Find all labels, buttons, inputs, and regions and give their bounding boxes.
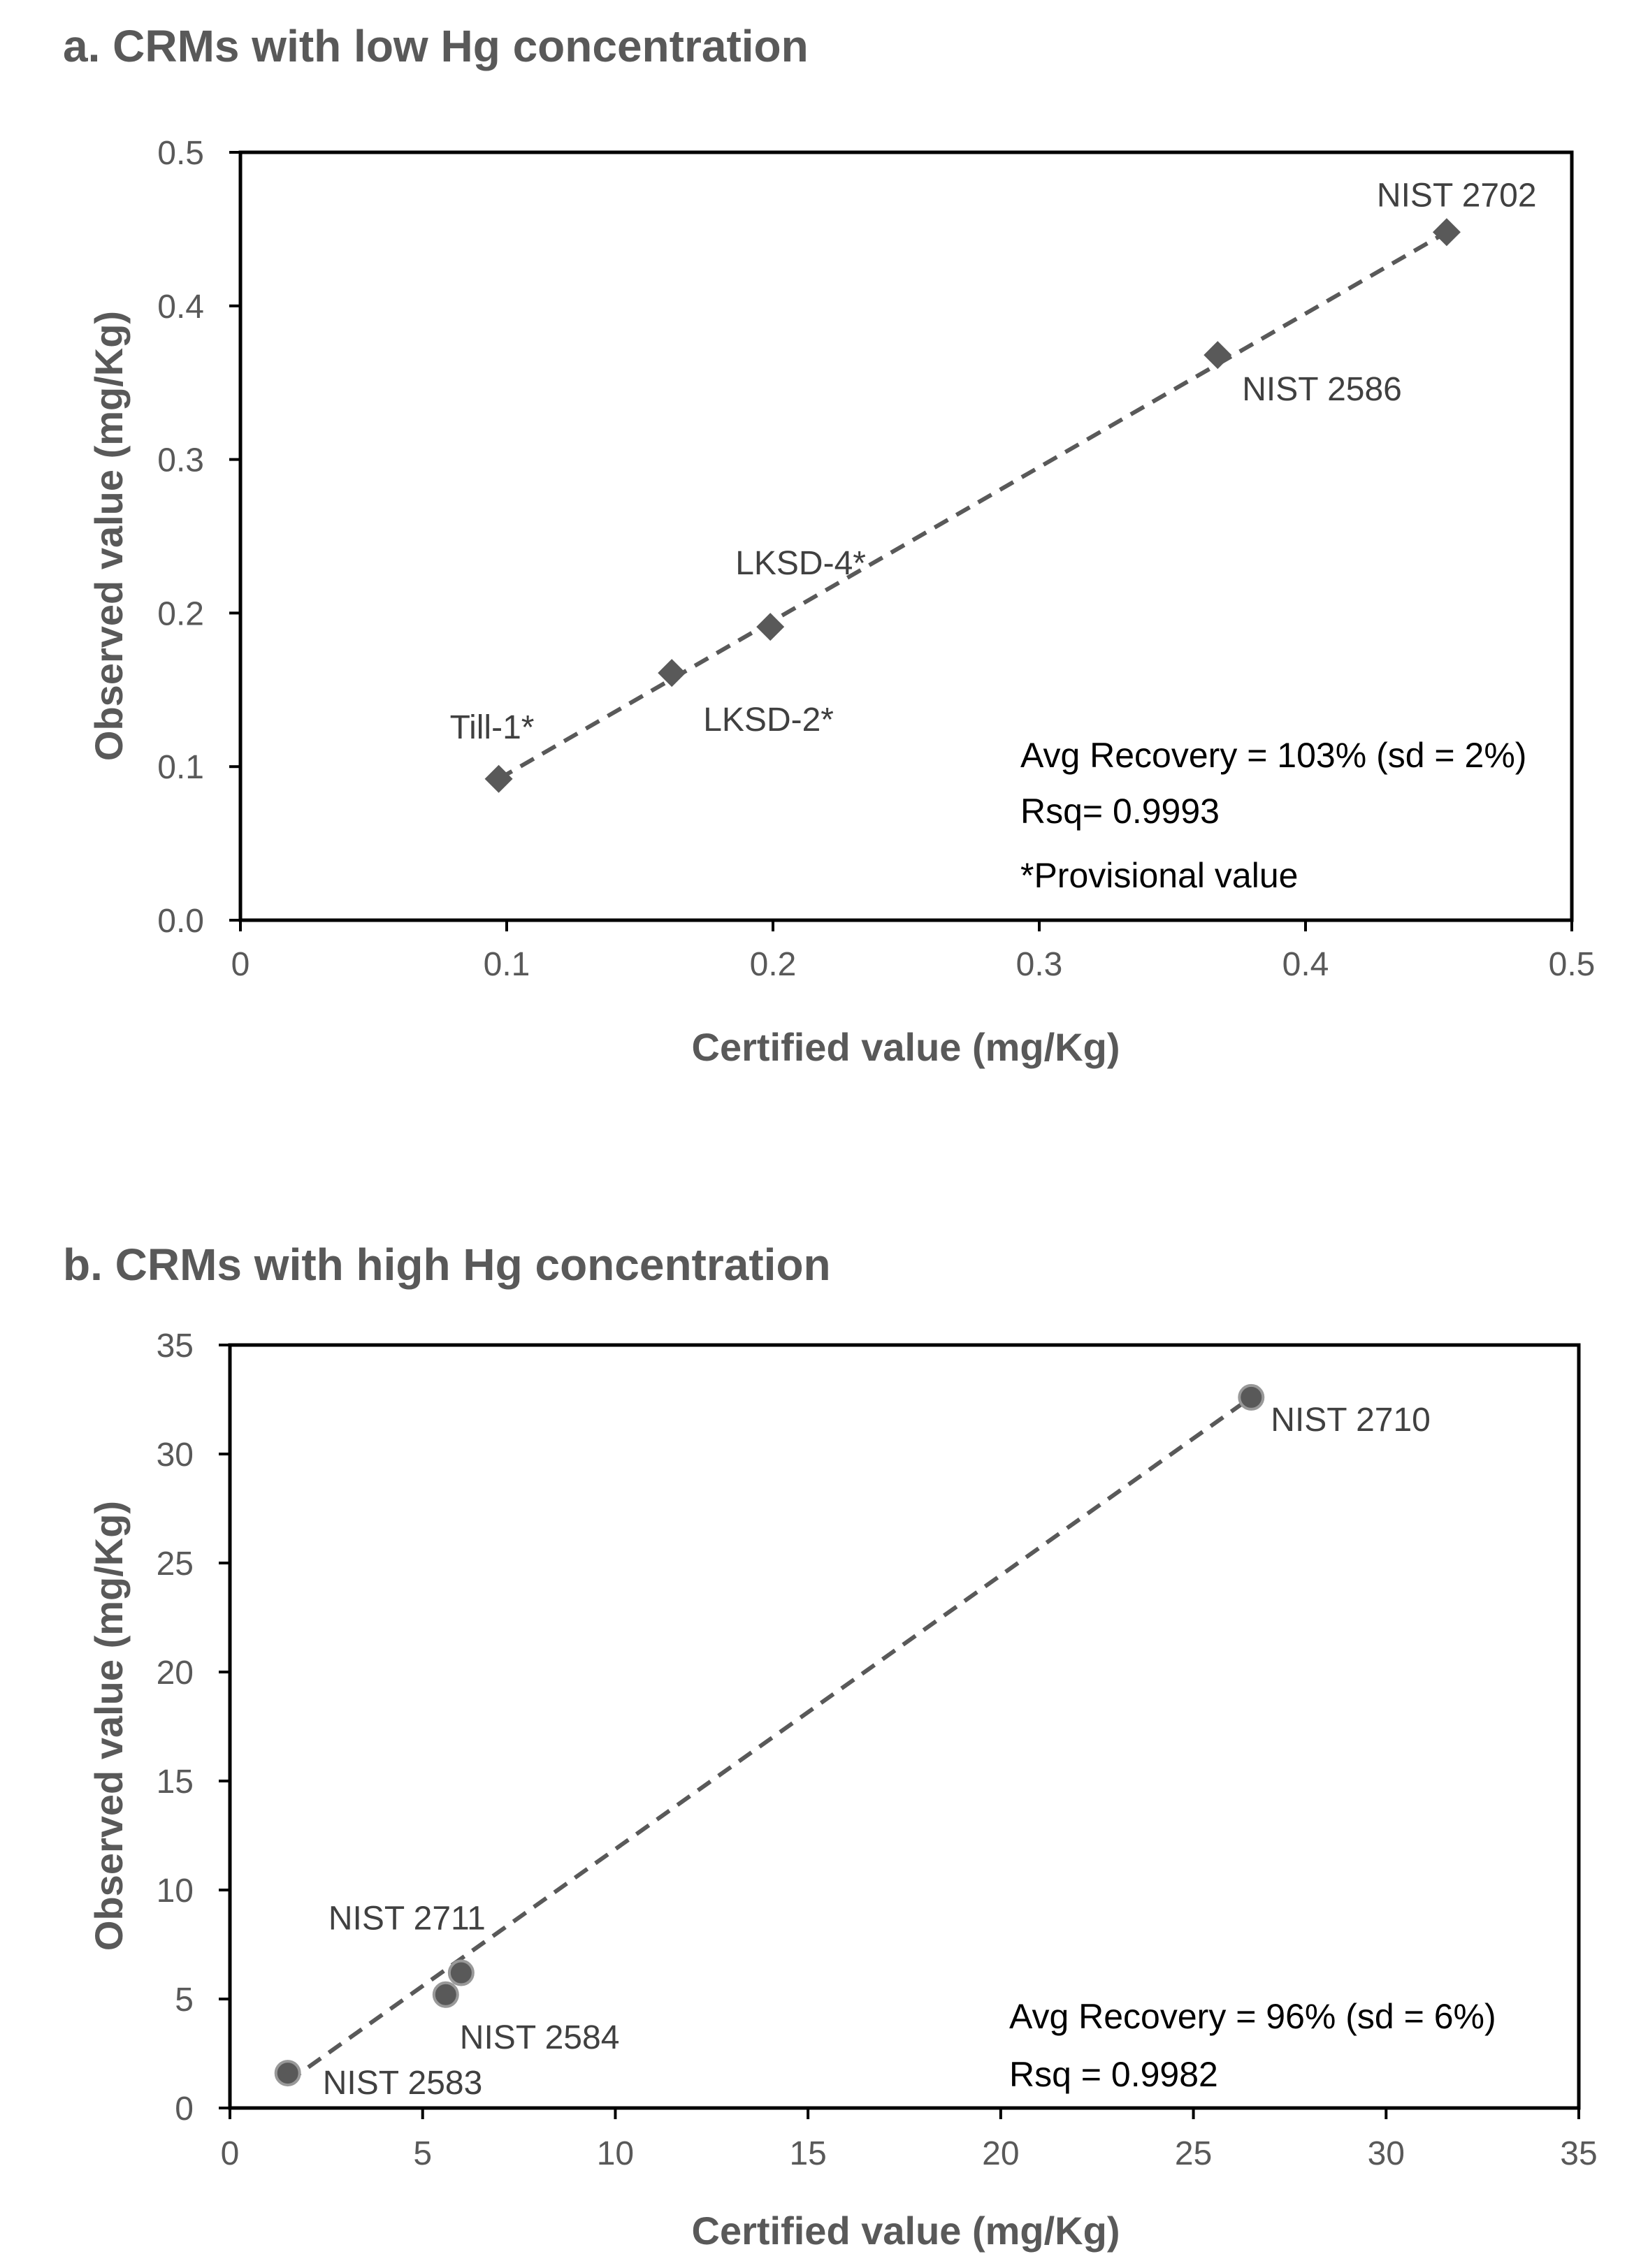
x-tick-label: 25 xyxy=(1175,2135,1212,2172)
y-tick-label: 35 xyxy=(157,1328,194,1365)
chart-a-y-axis-label: Observed value (mg/Kg) xyxy=(87,311,131,761)
chart-b-title: b. CRMs with high Hg concentration xyxy=(63,1240,831,1290)
x-tick-label: 20 xyxy=(982,2135,1019,2172)
x-tick-label: 30 xyxy=(1368,2135,1405,2172)
y-tick-label: 0.4 xyxy=(157,289,204,326)
chart-a-plot-area xyxy=(238,150,1574,922)
trendline xyxy=(498,230,1448,781)
y-tick-label: 0.5 xyxy=(157,135,204,172)
x-tick-label: 0.5 xyxy=(1549,946,1596,983)
chart-a-title: a. CRMs with low Hg concentration xyxy=(63,21,809,71)
point-label: NIST 2711 xyxy=(328,1900,486,1938)
chart-b-point-labels: NIST 2583 NIST 2584 NIST 2711 NIST 2710 xyxy=(323,1402,1431,2102)
chart-b-x-axis-label: Certified value (mg/Kg) xyxy=(692,2209,1120,2253)
point-label: NIST 2583 xyxy=(323,2065,483,2102)
y-tick-label: 25 xyxy=(157,1546,194,1583)
y-tick-label: 0.1 xyxy=(157,749,204,786)
chart-b-annotation-recovery: Avg Recovery = 96% (sd = 6%) xyxy=(1009,1997,1496,2036)
data-point xyxy=(1203,341,1232,370)
data-point xyxy=(484,764,513,793)
chart-b-plot-area xyxy=(228,1343,1581,2110)
data-point xyxy=(274,2060,301,2087)
x-tick-label: 15 xyxy=(789,2135,826,2172)
x-tick-label: 5 xyxy=(413,2135,432,2172)
point-label: LKSD-4* xyxy=(735,545,866,582)
y-tick-label: 0.2 xyxy=(157,595,204,632)
y-tick-label: 0.3 xyxy=(157,442,204,479)
point-label: NIST 2586 xyxy=(1242,371,1402,408)
x-tick-label: 0.2 xyxy=(750,946,797,983)
chart-b-annotation-rsq: Rsq = 0.9982 xyxy=(1009,2055,1218,2094)
chart-b-trendline xyxy=(286,1395,1253,2084)
x-tick-label: 0 xyxy=(231,946,250,983)
data-point xyxy=(756,613,785,641)
x-tick-label: 35 xyxy=(1560,2135,1597,2172)
trendline xyxy=(286,1395,1253,2084)
chart-a-trendline xyxy=(498,230,1448,781)
y-tick-label: 10 xyxy=(157,1873,194,1910)
chart-b: b. CRMs with high Hg concentration 0 5 10 1… xyxy=(63,1240,1598,2253)
point-label: NIST 2702 xyxy=(1377,177,1537,214)
chart-a-annotation-rsq: Rsq= 0.9993 xyxy=(1020,792,1220,831)
y-tick-label: 20 xyxy=(157,1655,194,1692)
chart-a-y-ticks: 0.0 0.1 0.2 0.3 0.4 0.5 xyxy=(157,135,240,940)
data-point xyxy=(447,1959,475,1986)
y-tick-label: 0.0 xyxy=(157,903,204,940)
y-tick-label: 15 xyxy=(157,1764,194,1801)
chart-a-points xyxy=(484,218,1461,793)
data-point xyxy=(658,659,686,688)
chart-a-annotation-recovery: Avg Recovery = 103% (sd = 2%) xyxy=(1020,736,1526,775)
point-label: Till-1* xyxy=(450,709,535,746)
x-tick-label: 0.4 xyxy=(1282,946,1329,983)
point-label: LKSD-2* xyxy=(703,702,834,739)
chart-b-points xyxy=(274,1383,1265,2087)
data-point xyxy=(432,1981,459,2008)
y-tick-label: 0 xyxy=(175,2091,194,2128)
y-tick-label: 30 xyxy=(157,1437,194,1474)
chart-a: a. CRMs with low Hg concentration 0.0 0.1… xyxy=(63,21,1595,1069)
chart-a-x-ticks: 0 0.1 0.2 0.3 0.4 0.5 xyxy=(231,920,1596,983)
x-tick-label: 0.1 xyxy=(484,946,530,983)
point-label: NIST 2584 xyxy=(460,2019,620,2056)
chart-a-point-labels: Till-1* LKSD-2* LKSD-4* NIST 2586 NIST 2702 xyxy=(450,177,1537,746)
chart-b-x-ticks: 0 5 10 15 20 25 30 35 xyxy=(221,2108,1598,2172)
chart-b-y-ticks: 0 5 10 15 20 25 30 35 xyxy=(157,1328,230,2128)
chart-a-x-axis-label: Certified value (mg/Kg) xyxy=(692,1025,1120,1069)
data-point xyxy=(1238,1383,1265,1411)
point-label: NIST 2710 xyxy=(1271,1402,1431,1439)
x-tick-label: 0 xyxy=(221,2135,240,2172)
x-tick-label: 0.3 xyxy=(1016,946,1063,983)
y-tick-label: 5 xyxy=(175,1982,194,2019)
chart-a-annotation-provisional: *Provisional value xyxy=(1020,856,1298,895)
chart-b-y-axis-label: Observed value (mg/Kg) xyxy=(87,1501,131,1951)
x-tick-label: 10 xyxy=(597,2135,634,2172)
data-point xyxy=(1432,218,1461,247)
